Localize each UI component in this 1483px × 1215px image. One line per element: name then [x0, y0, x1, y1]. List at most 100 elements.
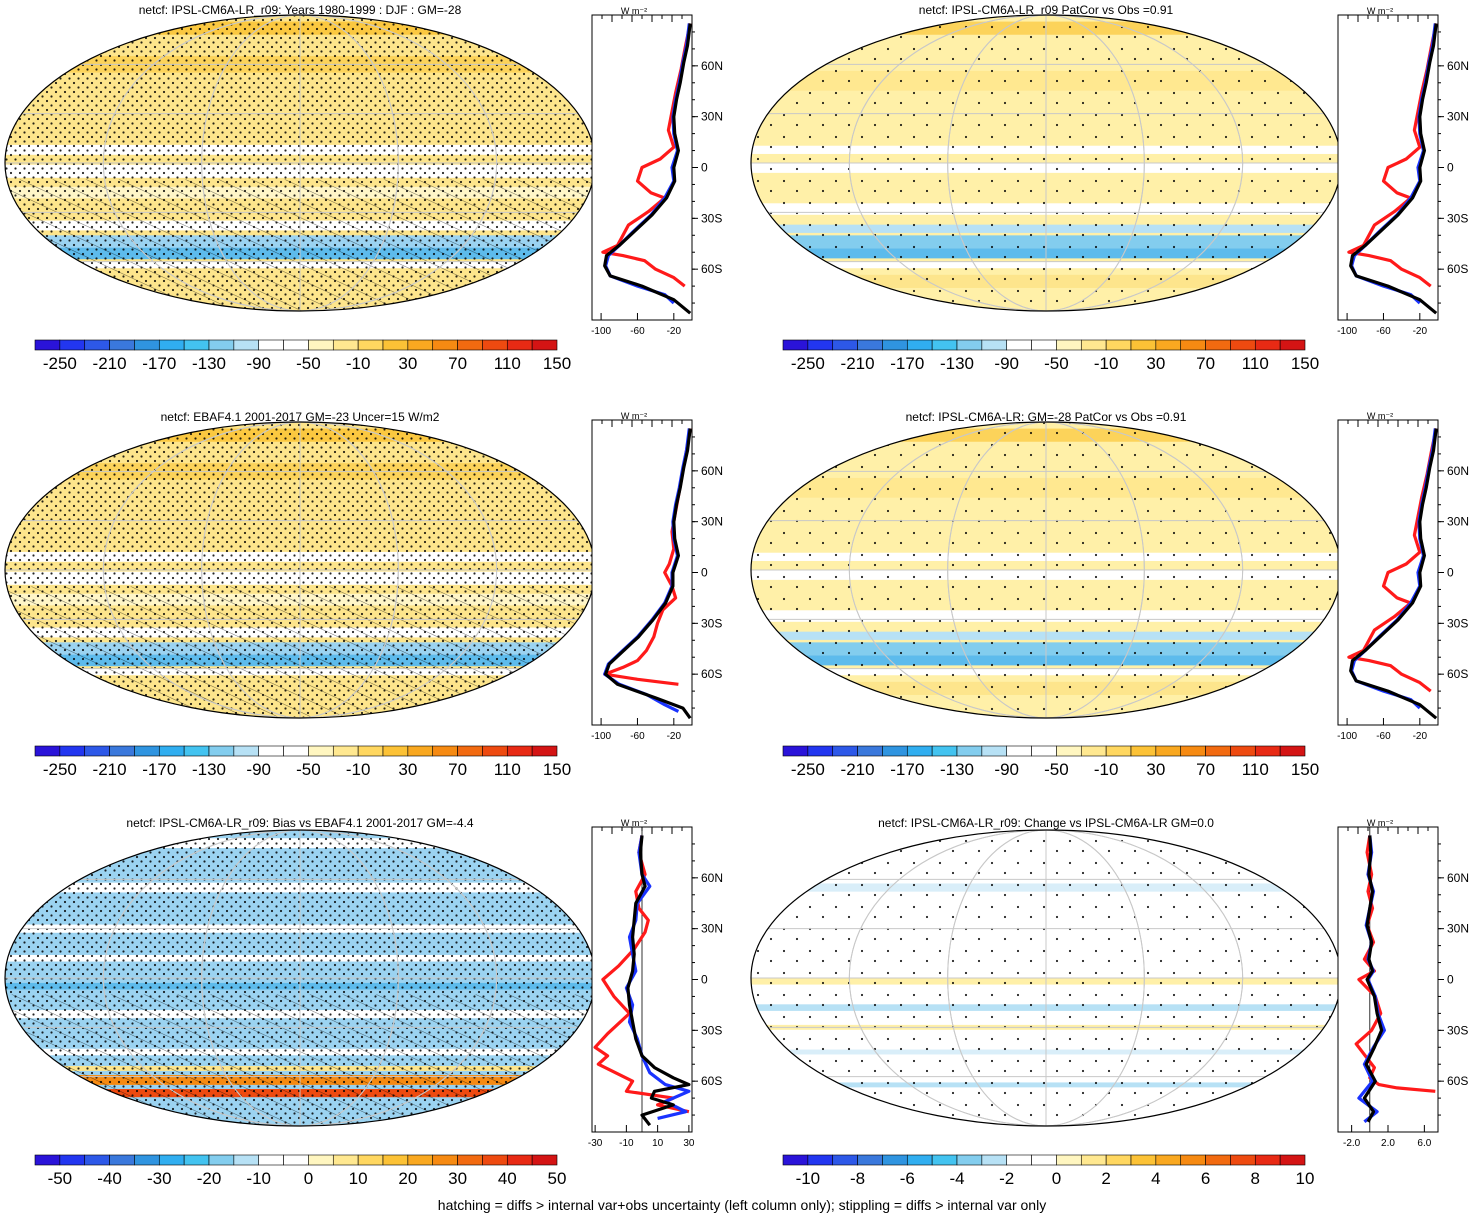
colorbar-swatch — [1279, 1154, 1306, 1166]
colorbar-label: 4 — [1151, 1169, 1160, 1188]
colorbar-label: 40 — [498, 1169, 517, 1188]
colorbar-label: 10 — [349, 1169, 368, 1188]
colorbar-label: -170 — [142, 760, 176, 779]
profile-x-tick: 2.0 — [1381, 1138, 1395, 1149]
colorbar-label: 150 — [1291, 760, 1319, 779]
colorbar-label: 70 — [1196, 354, 1215, 373]
colorbar-swatch — [1031, 745, 1057, 757]
colorbar-label: 30 — [448, 1169, 467, 1188]
colorbar-swatch — [183, 1154, 210, 1166]
colorbar-label: -210 — [93, 354, 127, 373]
colorbar-swatch — [357, 745, 384, 757]
colorbar-swatch — [1180, 339, 1206, 351]
colorbar-label: -40 — [97, 1169, 122, 1188]
profile-lat-label: 30S — [1447, 616, 1468, 630]
colorbar-swatch — [258, 745, 284, 757]
colorbar-swatch — [832, 1154, 858, 1166]
colorbar-swatch — [1130, 1154, 1157, 1166]
panel-3-colorbar: -250 -210 -170 -130 -90 -50 -10 30 70 110 150 — [34, 745, 571, 779]
colorbar-swatch — [407, 339, 434, 351]
panel-4: netcf: IPSL-CM6A-LR: GM=-28 PatCor vs Ob… — [750, 410, 1469, 779]
colorbar-swatch — [1155, 745, 1182, 757]
colorbar-swatch — [857, 339, 883, 351]
profile-lat-label: 30N — [1447, 922, 1469, 936]
colorbar-swatch — [308, 339, 334, 351]
colorbar-label: -170 — [890, 354, 924, 373]
panel-5-title: netcf: IPSL-CM6A-LR_r09: Bias vs EBAF4.1… — [126, 816, 473, 830]
colorbar-swatch — [1056, 1154, 1082, 1166]
colorbar-swatch — [1031, 1154, 1057, 1166]
colorbar-label: -130 — [940, 760, 974, 779]
colorbar-swatch — [981, 339, 1008, 351]
colorbar-swatch — [882, 339, 908, 351]
colorbar-swatch — [807, 745, 834, 757]
colorbar-label: -130 — [192, 354, 226, 373]
profile-x-tick: -60 — [630, 731, 645, 742]
colorbar-swatch — [1080, 339, 1107, 351]
colorbar-swatch — [258, 339, 284, 351]
colorbar-label: 150 — [1291, 354, 1319, 373]
colorbar-label: 10 — [1296, 1169, 1315, 1188]
colorbar-swatch — [158, 1154, 185, 1166]
colorbar-swatch — [1130, 339, 1157, 351]
colorbar-swatch — [482, 745, 508, 757]
profile-lat-label: 0 — [1447, 161, 1454, 175]
profile-lat-label: 30N — [701, 922, 723, 936]
profile-lat-label: 30N — [1447, 110, 1469, 124]
colorbar-swatch — [1254, 1154, 1281, 1166]
colorbar-swatch — [1205, 1154, 1231, 1166]
profile-x-tick: -20 — [667, 731, 682, 742]
profile-x-tick: -2.0 — [1343, 1138, 1361, 1149]
colorbar-swatch — [382, 1154, 409, 1166]
panel-6-colorbar: -10 -8 -6 -4 -2 0 2 4 6 8 10 — [782, 1154, 1315, 1188]
colorbar-label: 150 — [543, 760, 571, 779]
colorbar-swatch — [906, 339, 933, 351]
colorbar-label: 110 — [1242, 760, 1269, 779]
colorbar-label: 70 — [1196, 760, 1215, 779]
profile-lat-label: 60S — [1447, 262, 1468, 276]
colorbar-swatch — [233, 745, 260, 757]
profile-lat-label: 60N — [701, 464, 723, 478]
colorbar-label: 110 — [494, 760, 521, 779]
profile-x-tick: -60 — [630, 326, 645, 337]
colorbar-label: -10 — [346, 354, 371, 373]
colorbar-label: -10 — [346, 760, 371, 779]
profile-series-black — [604, 428, 692, 720]
colorbar-label: -210 — [841, 760, 875, 779]
profile-x-tick: -10 — [619, 1138, 634, 1149]
colorbar-swatch — [1105, 745, 1132, 757]
colorbar-swatch — [382, 339, 409, 351]
colorbar-label: -250 — [791, 354, 825, 373]
panel-2-profile: W m⁻² 60N 30N 0 30S 60S -100 -60 -20 — [1337, 6, 1469, 337]
profile-lat-label: 0 — [1447, 973, 1454, 987]
colorbar-swatch — [308, 745, 334, 757]
panel-4-title: netcf: IPSL-CM6A-LR: GM=-28 PatCor vs Ob… — [906, 410, 1187, 424]
panel-2-title: netcf: IPSL-CM6A-LR_r09 PatCor vs Obs =0… — [919, 3, 1174, 17]
panel-1-map — [4, 14, 596, 312]
colorbar-label: -130 — [940, 354, 974, 373]
colorbar-label: -210 — [841, 354, 875, 373]
colorbar-swatch — [158, 745, 185, 757]
profile-x-tick: 30 — [683, 1138, 695, 1149]
colorbar-label: -90 — [994, 760, 1019, 779]
colorbar-swatch — [882, 745, 908, 757]
colorbar-label: -50 — [1044, 760, 1069, 779]
colorbar-label: 70 — [448, 354, 467, 373]
profile-x-tick: -100 — [1337, 731, 1357, 742]
colorbar-swatch — [782, 745, 809, 757]
panel-6-profile: W m⁻² 60N 30N 0 30S 60S -2.0 2.0 6.0 — [1337, 818, 1469, 1149]
profile-series-black — [1349, 23, 1438, 315]
colorbar-swatch — [283, 1154, 309, 1166]
colorbar-label: -10 — [1094, 354, 1119, 373]
colorbar-swatch — [1180, 745, 1206, 757]
colorbar-swatch — [332, 1154, 359, 1166]
colorbar-label: 20 — [398, 1169, 417, 1188]
colorbar-swatch — [1254, 339, 1281, 351]
colorbar-label: -50 — [48, 1169, 73, 1188]
colorbar-swatch — [782, 1154, 809, 1166]
colorbar-swatch — [1056, 745, 1082, 757]
profile-lat-label: 60S — [1447, 667, 1468, 681]
profile-x-tick: -20 — [667, 326, 682, 337]
colorbar-label: -10 — [796, 1169, 821, 1188]
profile-lat-label: 30N — [1447, 515, 1469, 529]
